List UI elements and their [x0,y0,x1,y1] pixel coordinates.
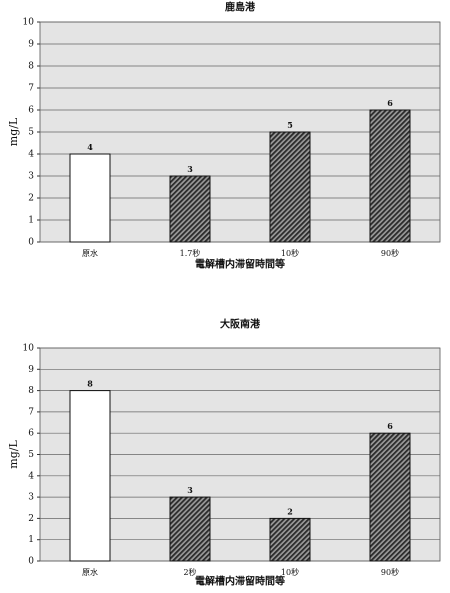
y-tick-label: 8 [28,386,34,396]
y-tick-label: 4 [28,150,34,160]
y-tick-label: 5 [28,450,34,460]
y-tick-label: 1 [28,216,34,226]
x-tick-label: 10秒 [281,248,299,258]
x-tick-label: 90秒 [381,567,399,577]
x-tick-label: 2秒 [183,567,196,577]
y-tick-label: 7 [28,84,34,94]
x-tick-label: 10秒 [281,567,299,577]
x-tick-label: 90秒 [381,248,399,258]
chart-title: 大阪南港 [220,318,261,331]
x-tick-label: 原水 [82,248,98,258]
bar [369,432,411,562]
data-label: 3 [187,164,193,174]
bar [169,175,211,243]
y-tick-label: 9 [28,40,34,50]
data-label: 5 [287,120,293,130]
y-tick-label: 8 [28,62,34,72]
data-label: 8 [87,379,93,389]
data-label: 3 [187,485,193,495]
y-tick-label: 1 [28,535,34,545]
data-label: 6 [387,98,393,108]
y-tick-label: 7 [28,407,34,417]
bar [269,131,311,243]
bar [369,109,411,243]
y-tick-label: 5 [28,128,34,138]
y-tick-label: 2 [28,514,34,524]
y-tick-label: 0 [28,557,34,567]
y-tick-label: 10 [23,18,35,28]
y-tick-label: 3 [28,172,34,182]
y-tick-label: 6 [28,106,34,116]
bar [169,496,211,562]
y-tick-label: 3 [28,493,34,503]
y-tick-label: 4 [28,471,34,481]
data-label: 6 [387,421,393,431]
y-tick-label: 6 [28,429,34,439]
bar [69,153,111,243]
bar [69,390,111,562]
y-tick-label: 9 [28,365,34,375]
bar [269,517,311,562]
y-tick-label: 2 [28,194,34,204]
data-label: 2 [287,506,293,516]
y-tick-label: 0 [28,238,34,248]
y-axis-label: mg/L [7,117,20,146]
y-axis-label: mg/L [7,440,20,469]
x-tick-label: 1.7秒 [180,248,201,258]
x-axis-label: 電解槽内滞留時間等 [195,575,285,588]
y-tick-label: 10 [23,344,35,354]
data-label: 4 [87,142,93,152]
chart-title: 鹿島港 [225,1,256,14]
x-axis-label: 電解槽内滞留時間等 [195,258,285,271]
x-tick-label: 原水 [82,567,98,577]
